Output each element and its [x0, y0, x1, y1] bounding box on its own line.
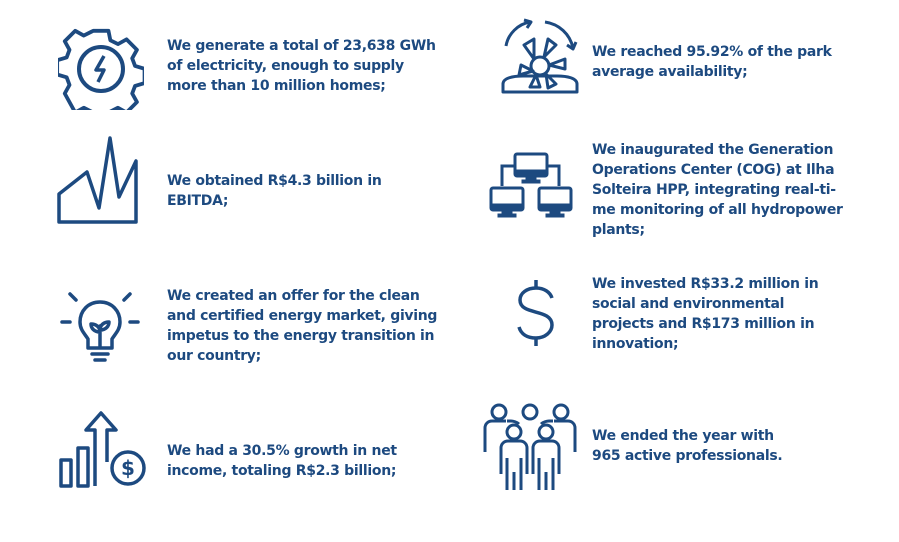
- people-group-icon: [481, 402, 579, 492]
- growth-dollar-icon: $: [58, 410, 150, 490]
- network-computers-icon: [488, 150, 574, 222]
- stat-text-generation: We generate a total of 23,638 GWh of elec…: [167, 38, 436, 94]
- stat-text-ebitda: We obtained R$4.3 billion in EBITDA;: [167, 173, 382, 209]
- stat-text-net-income: We had a 30.5% growth in net income, tota…: [167, 443, 397, 479]
- gear-lightning-icon: [58, 28, 144, 110]
- turbine-cycle-icon: [500, 18, 580, 96]
- lightbulb-plant-icon: [60, 288, 140, 364]
- stat-text-energy-market: We created an offer for the clean and cer…: [167, 288, 438, 364]
- stat-text-professionals: We ended the year with 965 active profess…: [592, 428, 783, 464]
- stat-text-investment: We invested R$33.2 million in social and …: [592, 276, 819, 352]
- peak-chart-icon: [57, 134, 141, 226]
- svg-text:$: $: [121, 456, 135, 480]
- stat-text-cog: We inaugurated the Generation Operations …: [592, 142, 843, 238]
- stat-text-availability: We reached 95.92% of the park average ava…: [592, 44, 832, 80]
- dollar-sign-icon: [512, 278, 560, 348]
